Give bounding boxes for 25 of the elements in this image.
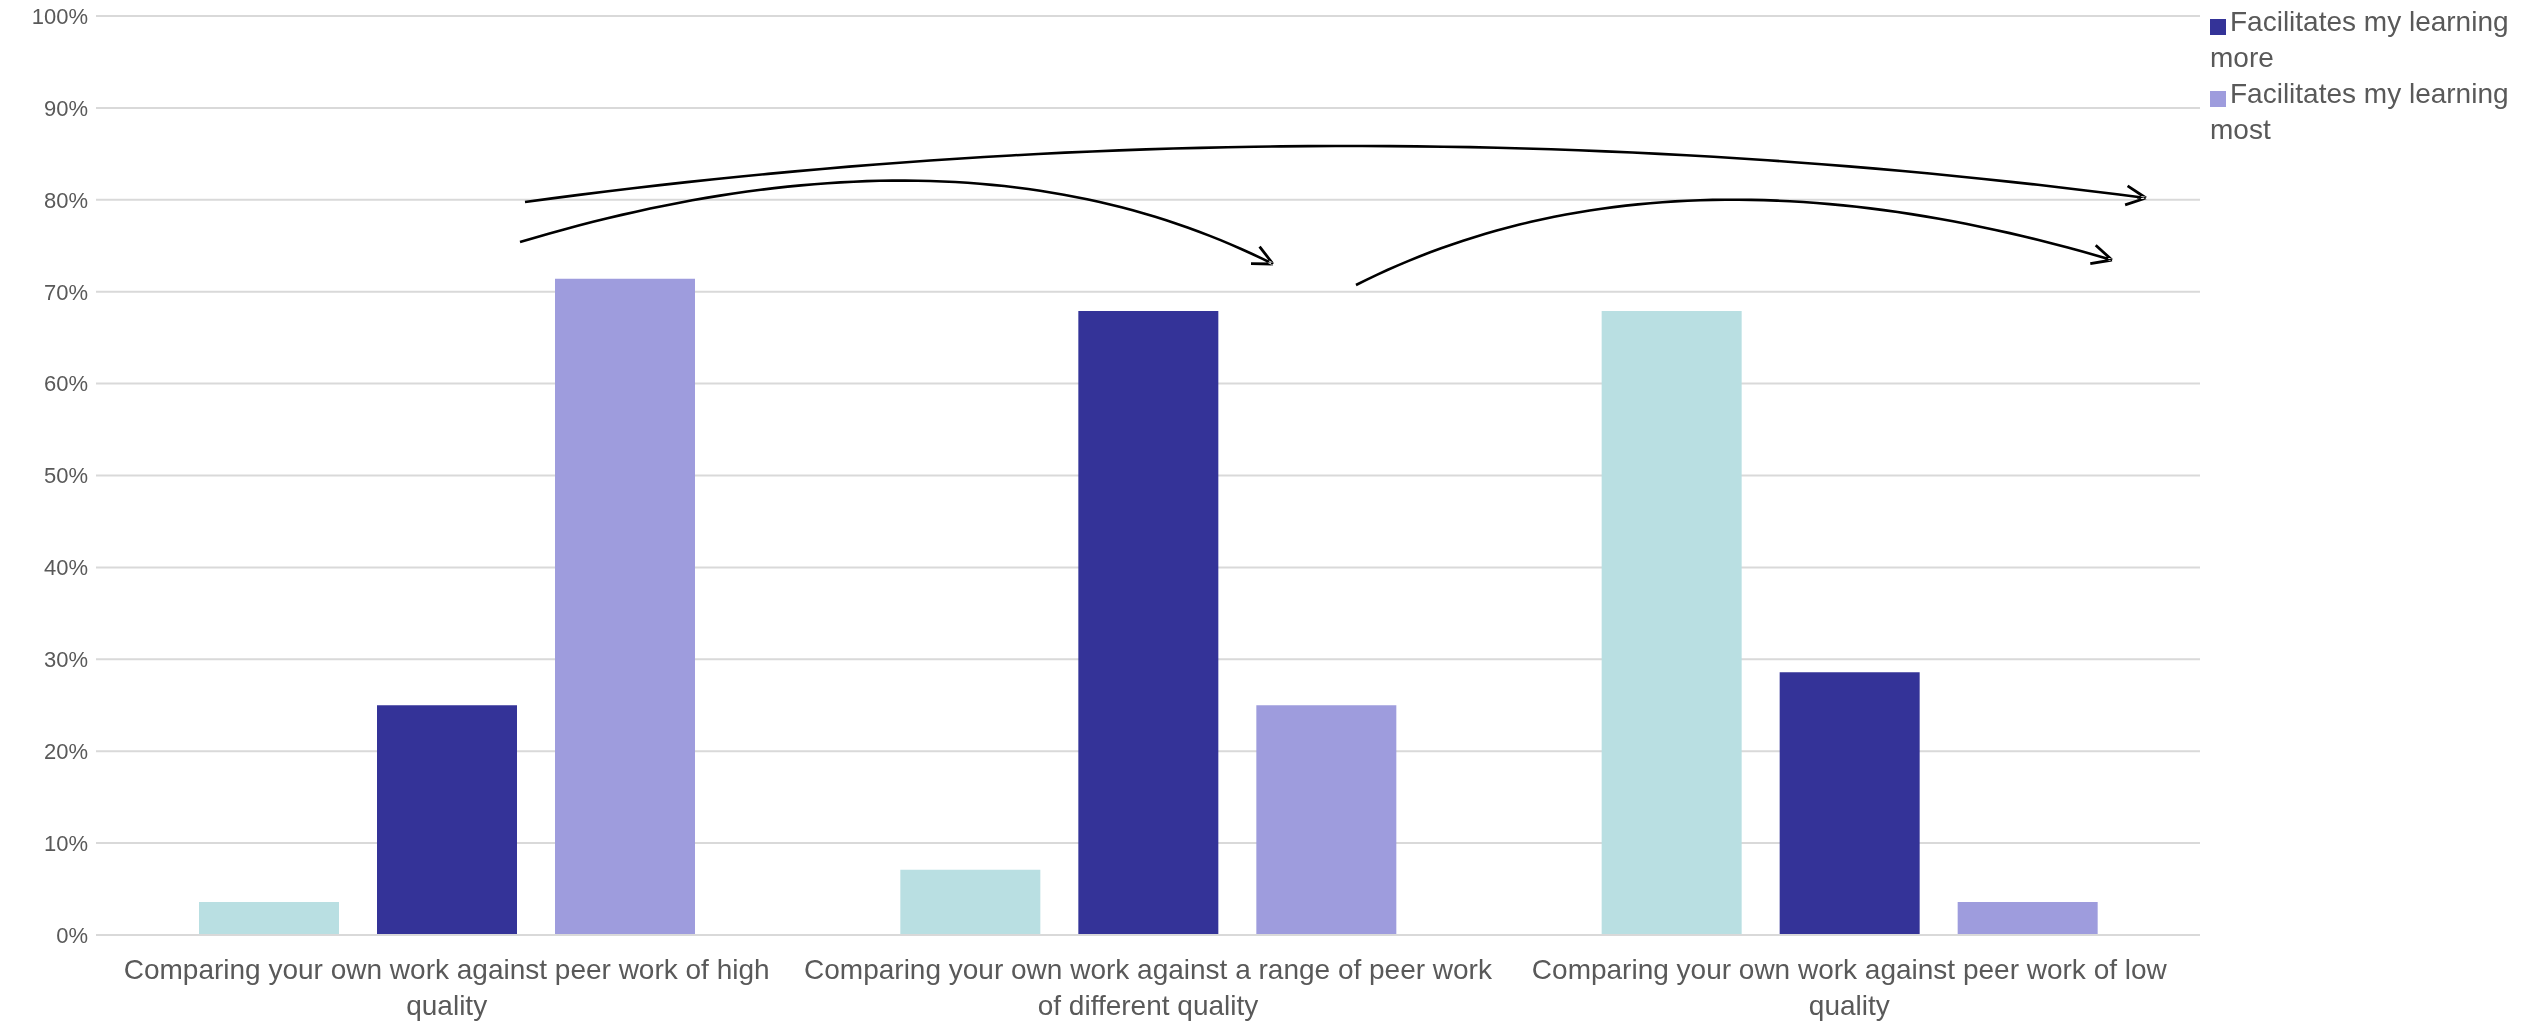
bar: [199, 901, 339, 935]
bar: [1601, 311, 1742, 935]
y-tick-label: 40%: [43, 555, 88, 581]
x-tick-label: Comparing your own work against peer work of low quality: [1531, 954, 2168, 1021]
x-tick-label: Comparing your own work against a range of peer work of different quality: [804, 954, 1493, 1021]
y-tick-label: 20%: [43, 739, 88, 765]
bar: [900, 869, 1041, 935]
y-tick-label: 50%: [43, 463, 88, 489]
bar: [1779, 672, 1920, 935]
bar: [1078, 311, 1219, 935]
bar: [1957, 901, 2098, 935]
legend-label: Facilitates my learning most: [2210, 78, 2509, 145]
y-tick-label: 10%: [43, 830, 88, 856]
y-tick-label: 60%: [43, 371, 88, 397]
bar: [555, 278, 695, 935]
bar: [377, 705, 517, 935]
y-tick-label: 100%: [31, 3, 88, 29]
bar: [1256, 705, 1397, 935]
legend-label: Facilitates my learning more: [2210, 6, 2509, 73]
y-tick-label: 90%: [43, 95, 88, 121]
y-tick-label: 0%: [56, 922, 88, 948]
x-tick-label: Comparing your own work against peer work of high quality: [123, 954, 770, 1021]
y-tick-label: 70%: [43, 279, 88, 305]
y-tick-label: 30%: [43, 647, 88, 673]
y-tick-label: 80%: [43, 187, 88, 213]
